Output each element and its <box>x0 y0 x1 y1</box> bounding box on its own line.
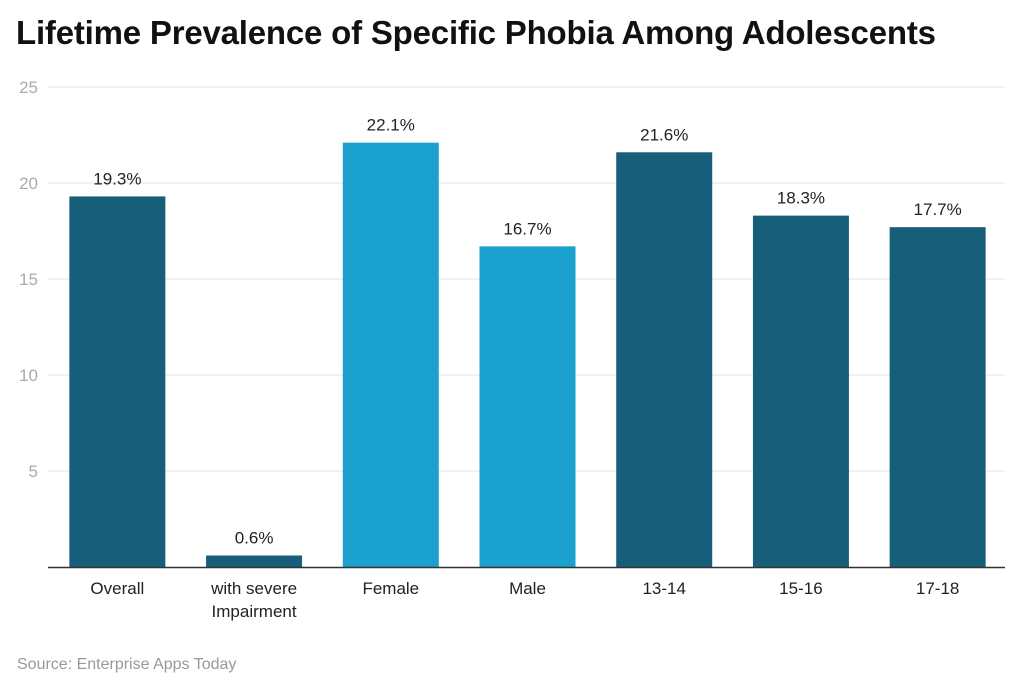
data-label: 19.3% <box>93 169 141 188</box>
bar <box>69 196 166 567</box>
bar <box>752 215 849 567</box>
x-tick-label: 17-18 <box>916 579 959 598</box>
x-tick-label: 13-14 <box>642 579 685 598</box>
y-tick-label: 5 <box>29 462 38 481</box>
bar <box>616 152 713 567</box>
data-label: 16.7% <box>503 219 551 238</box>
data-label: 21.6% <box>640 125 688 144</box>
bar <box>479 246 576 568</box>
data-label: 17.7% <box>914 200 962 219</box>
data-label: 18.3% <box>777 189 825 208</box>
y-tick-label: 10 <box>19 366 38 385</box>
x-tick-label: with severe <box>210 579 297 598</box>
x-tick-label: Male <box>509 579 546 598</box>
bar <box>342 142 439 567</box>
chart-title: Lifetime Prevalence of Specific Phobia A… <box>16 14 936 51</box>
y-tick-label: 20 <box>19 174 38 193</box>
x-tick-label: Female <box>362 579 419 598</box>
source-note: Source: Enterprise Apps Today <box>17 656 237 673</box>
x-tick-label: Impairment <box>212 602 297 621</box>
bar <box>889 227 986 567</box>
data-label: 0.6% <box>235 528 274 547</box>
x-tick-label: Overall <box>90 579 144 598</box>
data-label: 22.1% <box>367 116 415 135</box>
y-tick-label: 15 <box>19 270 38 289</box>
bar <box>206 555 303 567</box>
y-tick-label: 25 <box>19 78 38 97</box>
x-tick-label: 15-16 <box>779 579 822 598</box>
